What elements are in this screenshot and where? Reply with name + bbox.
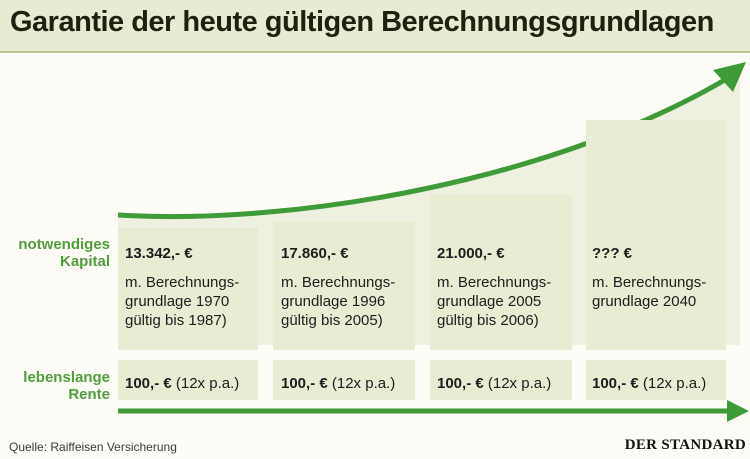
rente-note-2: (12x p.a.) [331, 375, 396, 392]
kapital-box-4 [586, 120, 726, 350]
rente-value-2: 100,- € [281, 375, 328, 392]
source-note: Quelle: Raiffeisen Versicherung [9, 440, 177, 454]
rente-note-4: (12x p.a.) [642, 375, 707, 392]
row-label-kapital: notwendiges Kapital [18, 236, 110, 270]
basis-desc-1: m. Berechnungs- grundlage 1970 gültig bi… [125, 273, 239, 330]
basis-desc-4: m. Berechnungs- grundlage 2040 [592, 273, 706, 311]
kapital-amount-2: 17.860,- € [281, 245, 349, 262]
basis-desc-2-line1: m. Berechnungs- [281, 274, 396, 291]
basis-desc-3-line1: m. Berechnungs- [437, 274, 552, 291]
basis-desc-2-line3: gültig bis 2005) [281, 312, 383, 329]
basis-desc-1-line3: gültig bis 1987) [125, 312, 227, 329]
rente-box-4 [586, 360, 726, 400]
row-label-rente-line2: Rente [68, 386, 110, 403]
row-label-kapital-line1: notwendiges [18, 236, 110, 253]
rente-note-3: (12x p.a.) [487, 375, 552, 392]
rente-box-2 [273, 360, 415, 400]
row-label-rente: lebenslange Rente [23, 369, 110, 403]
publisher-logo: DER STANDARD [624, 437, 746, 453]
basis-desc-1-line1: m. Berechnungs- [125, 274, 240, 291]
basis-desc-4-line1: m. Berechnungs- [592, 274, 707, 291]
kapital-amount-4: ??? € [592, 245, 632, 262]
row-label-kapital-line2: Kapital [59, 253, 110, 270]
chart-title: Garantie der heute gültigen Berechnungsg… [10, 6, 714, 38]
basis-desc-3-line2: grundlage 2005 [437, 293, 542, 310]
kapital-amount-1: 13.342,- € [125, 245, 193, 262]
rente-box-1 [118, 360, 258, 400]
growth-arrow-line [117, 75, 730, 219]
basis-desc-3-line3: gültig bis 2006) [437, 312, 539, 329]
title-bar: Garantie der heute gültigen Berechnungsg… [0, 0, 750, 53]
rente-cell-2: 100,- € (12x p.a.) [281, 375, 395, 392]
rente-note-1: (12x p.a.) [175, 375, 240, 392]
kapital-box-3 [430, 194, 572, 350]
growth-arrow-head [713, 62, 746, 92]
rente-arrow-head [727, 400, 749, 422]
rente-cell-4: 100,- € (12x p.a.) [592, 375, 706, 392]
basis-desc-1-line2: grundlage 1970 [125, 293, 230, 310]
rente-cell-3: 100,- € (12x p.a.) [437, 375, 551, 392]
basis-desc-2-line2: grundlage 1996 [281, 293, 386, 310]
row-label-rente-line1: lebenslange [23, 369, 110, 386]
kapital-amount-3: 21.000,- € [437, 245, 505, 262]
basis-desc-3: m. Berechnungs- grundlage 2005 gültig bi… [437, 273, 551, 330]
rente-value-1: 100,- € [125, 375, 172, 392]
rente-cell-1: 100,- € (12x p.a.) [125, 375, 239, 392]
kapital-box-1 [118, 228, 258, 350]
basis-desc-2: m. Berechnungs- grundlage 1996 gültig bi… [281, 273, 395, 330]
rente-value-4: 100,- € [592, 375, 639, 392]
rente-box-3 [430, 360, 572, 400]
rente-value-3: 100,- € [437, 375, 484, 392]
basis-desc-4-line2: grundlage 2040 [592, 293, 697, 310]
kapital-box-2 [273, 222, 415, 350]
